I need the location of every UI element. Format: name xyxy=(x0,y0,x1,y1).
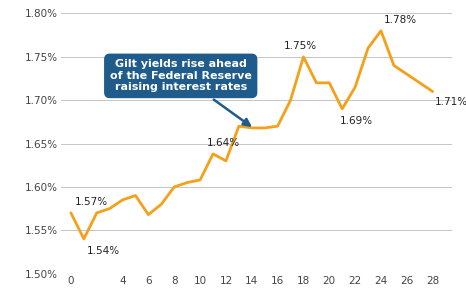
Text: 1.54%: 1.54% xyxy=(86,246,120,256)
Text: 1.78%: 1.78% xyxy=(384,15,417,25)
Text: 1.75%: 1.75% xyxy=(284,41,317,51)
Text: 1.64%: 1.64% xyxy=(206,138,240,148)
Text: 1.71%: 1.71% xyxy=(435,97,466,107)
Text: 1.69%: 1.69% xyxy=(340,116,373,126)
Text: 1.57%: 1.57% xyxy=(75,197,108,207)
Text: Gilt yields rise ahead
of the Federal Reserve
raising interest rates: Gilt yields rise ahead of the Federal Re… xyxy=(110,59,252,126)
